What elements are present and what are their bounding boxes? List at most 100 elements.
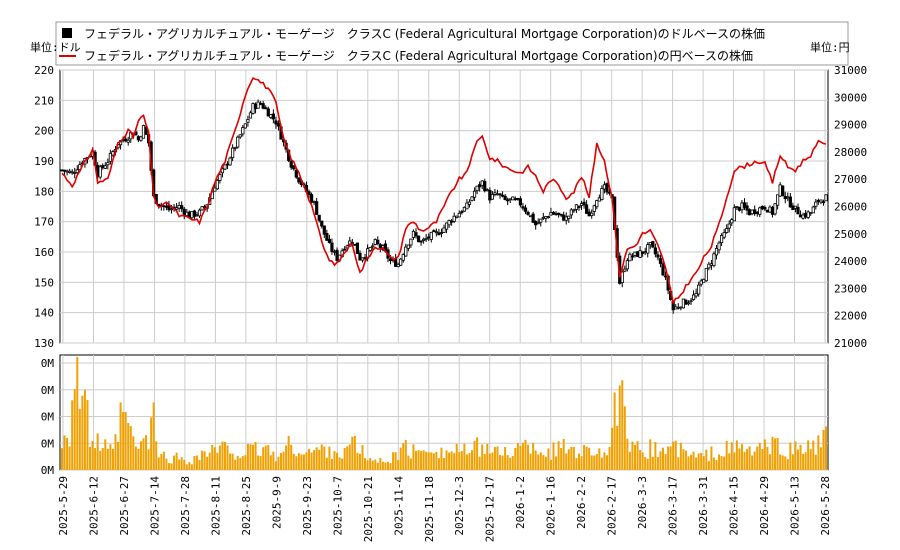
volume-bar	[325, 457, 328, 470]
volume-bar	[572, 446, 575, 470]
candle-body	[467, 201, 472, 205]
left-axis: 130 140 150 160 170 180 190 200 210 220	[34, 64, 54, 350]
candle-body	[648, 242, 652, 246]
volume-bar	[656, 456, 659, 470]
volume-bar	[626, 438, 629, 470]
candle-body	[544, 216, 548, 219]
candle-body	[689, 300, 693, 303]
volume-bar	[662, 447, 665, 470]
candle-body	[577, 206, 581, 208]
candle-body	[419, 240, 423, 243]
volume-tick-label: 0M	[41, 384, 55, 397]
candle-body	[220, 168, 225, 174]
candle-body	[75, 169, 79, 174]
candle-body	[190, 211, 194, 219]
volume-bar	[73, 389, 76, 470]
candle-body	[243, 123, 247, 129]
candle-body	[197, 209, 202, 217]
candle-body	[569, 209, 573, 216]
candle-body	[579, 203, 584, 206]
candle-body	[251, 103, 255, 114]
volume-bar	[634, 444, 636, 470]
volume-bar	[195, 455, 198, 470]
candle-body	[551, 211, 556, 215]
price-panel: 130 140 150 160 170 180 190 200 210 220 21000 2200…	[34, 64, 867, 350]
candle-body	[602, 184, 607, 190]
candle-body	[534, 221, 538, 226]
volume-bar	[300, 454, 303, 470]
volume-bar	[216, 452, 219, 470]
volume-bar	[297, 453, 300, 470]
volume-bar	[618, 385, 621, 470]
candle-body	[811, 206, 815, 214]
volume-bar	[819, 447, 822, 470]
candle-body	[103, 165, 107, 169]
volume-bar	[302, 454, 305, 470]
candle-body	[376, 239, 380, 245]
volume-bar	[710, 446, 713, 470]
volume-bar	[305, 452, 308, 470]
candle-body	[536, 222, 540, 225]
volume-bar	[585, 446, 588, 470]
candle-body	[518, 198, 523, 206]
volume-bar	[257, 455, 260, 470]
volume-bar	[292, 453, 295, 470]
volume-bar	[336, 452, 339, 470]
volume-bar	[583, 444, 586, 470]
volume-bar	[414, 450, 417, 470]
volume-bar	[262, 447, 265, 470]
volume-bar	[481, 444, 484, 470]
volume-bar	[119, 402, 122, 470]
candle-body	[444, 222, 449, 230]
candle-body	[740, 202, 744, 211]
volume-bar	[488, 453, 491, 470]
volume-bar	[152, 402, 155, 470]
volume-bar	[376, 462, 379, 470]
volume-bar	[628, 451, 631, 470]
candle-body	[276, 122, 281, 127]
candle-body	[269, 114, 273, 118]
volume-bar	[743, 451, 746, 470]
volume-bar	[412, 444, 415, 470]
candle-body	[203, 206, 207, 209]
right-axis: 21000 22000 23000 24000 25000 26000 27000 28000…	[834, 64, 867, 350]
left-unit-label: 単位:ドル	[30, 40, 81, 54]
right-tick-label: 26000	[834, 201, 867, 214]
candle-body	[253, 103, 258, 110]
volume-bar	[282, 451, 285, 470]
candle-body	[625, 260, 629, 270]
candle-body	[791, 205, 795, 210]
candle-body	[506, 199, 510, 202]
candle-body	[470, 196, 474, 201]
volume-bar	[491, 452, 494, 470]
volume-bar	[341, 458, 344, 470]
volume-bar	[173, 455, 176, 470]
volume-bar	[315, 447, 318, 470]
candle-body	[781, 185, 785, 196]
volume-bar	[76, 357, 79, 470]
candle-body	[460, 211, 464, 214]
volume-bar	[565, 453, 568, 470]
volume-bar	[162, 451, 165, 470]
volume-bar	[598, 448, 601, 470]
candle-body	[585, 204, 589, 214]
x-tick-label: 2025-10-7	[331, 476, 344, 536]
volume-bar	[122, 412, 125, 470]
left-tick-label: 200	[34, 125, 54, 138]
volume-bar	[715, 460, 718, 470]
volume-bar	[277, 456, 280, 470]
candle-body	[500, 194, 505, 197]
volume-bar	[369, 458, 372, 470]
volume-bar	[746, 449, 749, 470]
candle-body	[399, 258, 403, 266]
volume-bar	[81, 395, 84, 470]
candle-body	[264, 107, 268, 110]
volume-bar	[524, 439, 527, 470]
volume-bar	[555, 456, 558, 470]
candle-body	[409, 238, 413, 246]
x-tick-label: 2025-9-9	[270, 476, 283, 529]
candle-body	[493, 192, 497, 195]
candle-body	[457, 212, 461, 218]
volume-bar	[636, 441, 639, 470]
candle-body	[223, 164, 227, 170]
